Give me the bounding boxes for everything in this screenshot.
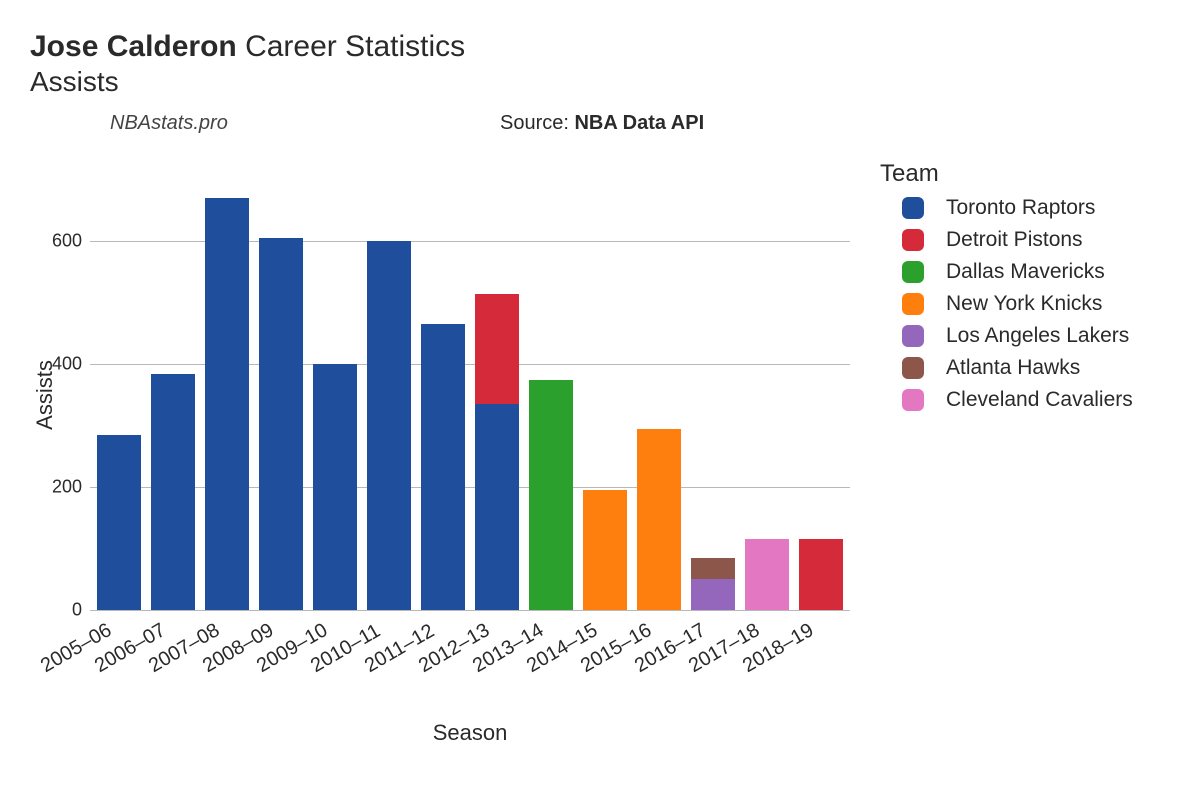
- source-label: Source: NBA Data API: [500, 112, 704, 135]
- bar-segment: [313, 364, 357, 610]
- bar-segment: [259, 238, 303, 610]
- grid-line: [90, 610, 850, 611]
- bar-column: [691, 180, 735, 610]
- source-prefix: Source:: [500, 112, 574, 134]
- plot-frame: Assists Season 02004006002005–062006–072…: [90, 180, 850, 650]
- legend-item: Cleveland Cavaliers: [880, 388, 1200, 412]
- legend-label: Dallas Mavericks: [946, 260, 1105, 284]
- bar-segment: [475, 404, 519, 610]
- bar-segment: [799, 539, 843, 610]
- legend-label: Detroit Pistons: [946, 228, 1083, 252]
- bar-column: [799, 180, 843, 610]
- x-axis-label: Season: [433, 720, 508, 746]
- bar-column: [313, 180, 357, 610]
- bar-segment: [529, 380, 573, 610]
- y-tick-label: 0: [32, 600, 82, 621]
- title-suffix: Career Statistics: [245, 30, 465, 63]
- legend-title: Team: [880, 160, 1200, 188]
- bar-column: [421, 180, 465, 610]
- plot-area: 02004006002005–062006–072007–082008–0920…: [90, 180, 850, 610]
- legend-swatch: [902, 389, 924, 411]
- bar-segment: [691, 579, 735, 610]
- legend: Team Toronto Raptors Detroit Pistons Dalla…: [880, 160, 1200, 420]
- bar-column: [529, 180, 573, 610]
- legend-item: Detroit Pistons: [880, 228, 1200, 252]
- bar-segment: [475, 294, 519, 405]
- chart-root: Jose Calderon Career Statistics Assists …: [30, 30, 1170, 770]
- bar-column: [205, 180, 249, 610]
- legend-swatch: [902, 261, 924, 283]
- grid-line: [90, 487, 850, 488]
- bar-column: [637, 180, 681, 610]
- bar-column: [259, 180, 303, 610]
- bar-segment: [205, 198, 249, 610]
- bar-column: [583, 180, 627, 610]
- bar-segment: [151, 374, 195, 611]
- y-tick-label: 600: [32, 231, 82, 252]
- legend-label: Toronto Raptors: [946, 196, 1095, 220]
- grid-line: [90, 241, 850, 242]
- bar-column: [367, 180, 411, 610]
- bar-column: [151, 180, 195, 610]
- bar-column: [745, 180, 789, 610]
- bar-column: [475, 180, 519, 610]
- bar-column: [97, 180, 141, 610]
- bar-segment: [583, 490, 627, 610]
- legend-item: Dallas Mavericks: [880, 260, 1200, 284]
- legend-swatch: [902, 229, 924, 251]
- bar-segment: [367, 241, 411, 610]
- legend-swatch: [902, 325, 924, 347]
- legend-swatch: [902, 357, 924, 379]
- chart-title-line1: Jose Calderon Career Statistics: [30, 30, 1170, 64]
- meta-row: NBAstats.pro Source: NBA Data API: [30, 112, 1170, 142]
- legend-label: Los Angeles Lakers: [946, 324, 1129, 348]
- legend-swatch: [902, 293, 924, 315]
- watermark: NBAstats.pro: [110, 112, 228, 135]
- legend-item: Atlanta Hawks: [880, 356, 1200, 380]
- bar-segment: [637, 429, 681, 610]
- bar-segment: [421, 324, 465, 610]
- legend-items: Toronto Raptors Detroit Pistons Dallas Mav…: [880, 196, 1200, 412]
- player-name: Jose Calderon: [30, 30, 237, 63]
- legend-swatch: [902, 197, 924, 219]
- legend-label: New York Knicks: [946, 292, 1102, 316]
- legend-item: New York Knicks: [880, 292, 1200, 316]
- bar-segment: [691, 558, 735, 580]
- y-tick-label: 400: [32, 354, 82, 375]
- bar-segment: [745, 539, 789, 610]
- legend-item: Los Angeles Lakers: [880, 324, 1200, 348]
- grid-line: [90, 364, 850, 365]
- bar-segment: [97, 435, 141, 610]
- legend-label: Cleveland Cavaliers: [946, 388, 1133, 412]
- chart-title-metric: Assists: [30, 66, 1170, 98]
- legend-item: Toronto Raptors: [880, 196, 1200, 220]
- y-tick-label: 200: [32, 477, 82, 498]
- legend-label: Atlanta Hawks: [946, 356, 1080, 380]
- source-name: NBA Data API: [574, 112, 704, 134]
